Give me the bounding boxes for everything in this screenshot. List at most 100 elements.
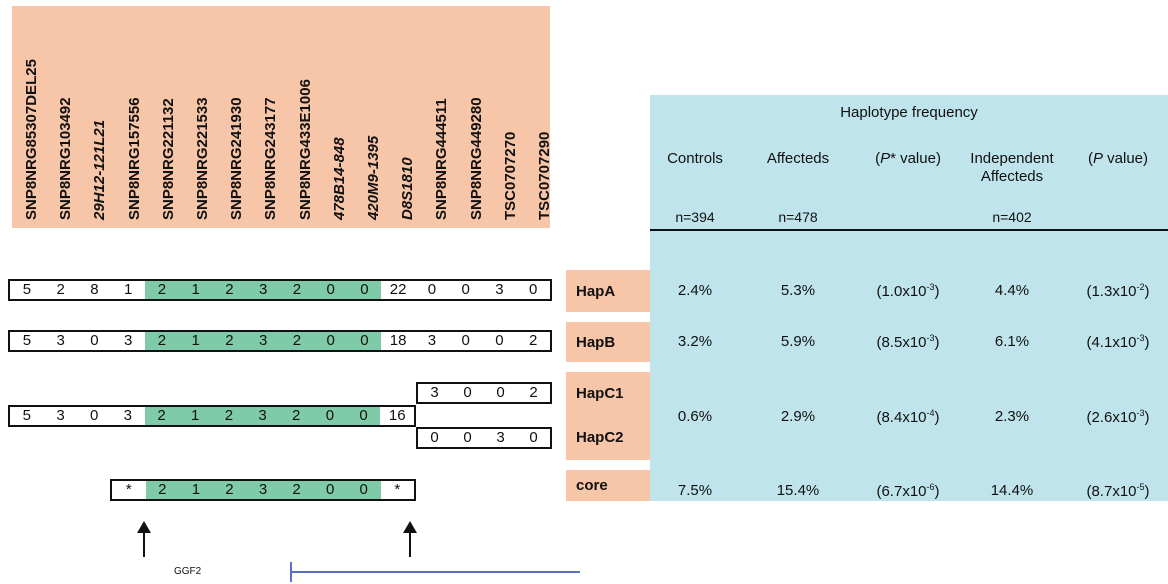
frequency-table-panel bbox=[650, 95, 1168, 501]
allele-cell: 0 bbox=[90, 407, 99, 424]
hapA-pstar: (1.0x10-3) bbox=[876, 282, 940, 300]
allele-cell: 3 bbox=[56, 332, 65, 349]
allele-cell: 0 bbox=[313, 407, 347, 425]
allele-cell: 5 bbox=[22, 281, 32, 298]
allele-cell: 0 bbox=[347, 332, 382, 350]
core-pstar: (6.7x10-6) bbox=[876, 482, 940, 500]
marker-label: SNP8NRG85307DEL25 bbox=[23, 59, 40, 220]
hapA-p: (1.3x10-2) bbox=[1086, 282, 1150, 300]
n-affecteds: n=478 bbox=[778, 209, 818, 225]
label-hapB: HapB bbox=[566, 322, 650, 362]
header-rule bbox=[650, 229, 1168, 231]
allele-cell: 0 bbox=[427, 281, 437, 298]
label-hapC2: HapC2 bbox=[566, 415, 650, 460]
hapB-independent: 6.1% bbox=[994, 333, 1030, 350]
header-p-value: (P value) bbox=[1087, 150, 1149, 167]
gene-start-tick bbox=[290, 562, 292, 582]
allele-cell: 0 bbox=[346, 481, 381, 499]
allele-cell: 3 bbox=[496, 429, 505, 446]
allele-cell: 0 bbox=[346, 407, 381, 425]
marker-label: D8S1810 bbox=[399, 157, 417, 220]
marker-label: SNP8NRG444511 bbox=[433, 98, 451, 220]
marker-label: TSC0707290 bbox=[536, 131, 553, 220]
allele-cell: 0 bbox=[528, 281, 538, 298]
hapC-p: (2.6x10-3) bbox=[1086, 408, 1150, 426]
allele-cell: 16 bbox=[388, 407, 406, 424]
allele-cell: 0 bbox=[347, 281, 382, 299]
marker-label: SNP8NRG221533 bbox=[194, 97, 211, 220]
header-controls: Controls bbox=[667, 150, 723, 167]
hapC2-tail-row: 0 0 3 0 bbox=[416, 427, 552, 449]
hapA-affecteds: 5.3% bbox=[780, 282, 816, 299]
allele-cell: 3 bbox=[246, 281, 280, 299]
gene-label: GGF2 bbox=[174, 566, 202, 577]
header-pstar-value: (P* value) bbox=[875, 150, 941, 167]
allele-cell: 0 bbox=[90, 332, 99, 349]
n-controls: n=394 bbox=[675, 209, 715, 225]
allele-cell: 3 bbox=[495, 281, 504, 298]
allele-cell: 3 bbox=[245, 407, 280, 425]
marker-label: SNP8NRG221132 bbox=[159, 98, 177, 220]
n-independent: n=402 bbox=[992, 209, 1032, 225]
label-hapC1: HapC1 bbox=[566, 372, 650, 415]
hapB-allele-row: 5 3 0 3 2 1 2 3 2 0 0 18 3 0 0 2 bbox=[8, 330, 552, 352]
allele-cell: 0 bbox=[313, 481, 347, 499]
allele-cell: 0 bbox=[463, 384, 472, 401]
allele-cell: 3 bbox=[123, 332, 133, 349]
allele-cell: 2 bbox=[212, 407, 246, 425]
marker-label: SNP8NRG243177 bbox=[262, 97, 280, 220]
allele-cell: 1 bbox=[178, 332, 213, 350]
allele-cell: 22 bbox=[389, 281, 407, 298]
allele-cell: * bbox=[394, 481, 401, 498]
label-core: core bbox=[566, 470, 650, 501]
hapC-affecteds: 2.9% bbox=[780, 408, 816, 425]
allele-cell: 5 bbox=[22, 407, 31, 424]
hapA-allele-row: 5 2 8 1 2 1 2 3 2 0 0 22 0 0 3 0 bbox=[8, 279, 552, 301]
hapC1-tail-row: 3 0 0 2 bbox=[416, 382, 552, 404]
hapC-controls: 0.6% bbox=[677, 408, 713, 425]
allele-cell: 3 bbox=[430, 384, 439, 401]
allele-cell: 0 bbox=[495, 332, 504, 349]
table-title: Haplotype frequency bbox=[840, 104, 978, 121]
up-arrow-left-icon bbox=[137, 521, 151, 557]
allele-cell: 8 bbox=[90, 281, 99, 298]
hapB-controls: 3.2% bbox=[677, 333, 713, 350]
gene-line bbox=[290, 571, 580, 573]
allele-cell: * bbox=[125, 481, 132, 498]
allele-cell: 5 bbox=[22, 332, 32, 349]
allele-cell: 2 bbox=[212, 481, 247, 499]
allele-cell: 0 bbox=[461, 332, 470, 349]
up-arrow-right-icon bbox=[403, 521, 417, 557]
hapB-pstar: (8.5x10-3) bbox=[876, 333, 940, 351]
marker-label: SNP8NRG449280 bbox=[467, 97, 485, 220]
allele-cell: 2 bbox=[280, 332, 314, 350]
allele-cell: 3 bbox=[56, 407, 65, 424]
allele-cell: 0 bbox=[313, 281, 348, 299]
core-independent: 14.4% bbox=[990, 482, 1034, 499]
header-independent-affecteds: Independent Affecteds bbox=[970, 150, 1054, 185]
allele-cell: 18 bbox=[389, 332, 407, 349]
core-p: (8.7x10-5) bbox=[1086, 482, 1150, 500]
marker-label: SNP8NRG103492 bbox=[57, 97, 75, 220]
allele-cell: 2 bbox=[212, 281, 247, 299]
allele-cell: 2 bbox=[145, 281, 179, 299]
allele-cell: 2 bbox=[279, 481, 314, 499]
marker-label: SNP8NRG433E1006 bbox=[296, 79, 314, 220]
allele-cell: 2 bbox=[528, 332, 538, 349]
allele-cell: 0 bbox=[529, 429, 538, 446]
allele-cell: 3 bbox=[246, 481, 280, 499]
marker-label: TSC0707270 bbox=[501, 131, 519, 220]
allele-cell: 0 bbox=[313, 332, 348, 350]
hapC-allele-row: 5 3 0 3 2 1 2 3 2 0 0 16 bbox=[8, 405, 416, 427]
allele-cell: 3 bbox=[123, 407, 133, 424]
allele-cell: 0 bbox=[461, 281, 470, 298]
allele-cell: 3 bbox=[246, 332, 280, 350]
allele-cell: 2 bbox=[280, 281, 314, 299]
allele-cell: 3 bbox=[427, 332, 437, 349]
hapA-controls: 2.4% bbox=[677, 282, 713, 299]
hapC-pstar: (8.4x10-4) bbox=[876, 408, 940, 426]
marker-header-panel: SNP8NRG85307DEL25 SNP8NRG103492 29H12-121L… bbox=[12, 6, 553, 228]
marker-label: SNP8NRG157556 bbox=[125, 97, 143, 220]
core-affecteds: 15.4% bbox=[776, 482, 820, 499]
allele-cell: 2 bbox=[529, 384, 538, 401]
